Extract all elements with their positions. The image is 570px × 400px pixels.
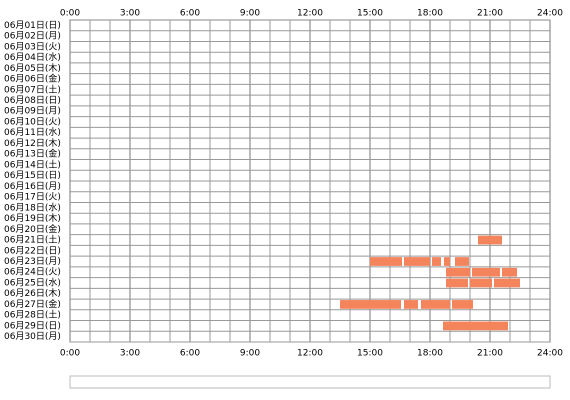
- row-label: 06月05日(木): [4, 62, 61, 74]
- row-label: 06月14日(土): [4, 158, 61, 170]
- x-tick-label-top: 0:00: [60, 9, 80, 19]
- x-tick-label-bottom: 9:00: [240, 349, 260, 359]
- activity-span: [470, 278, 492, 288]
- x-tick-label-top: 15:00: [357, 9, 383, 19]
- x-tick-label-top: 21:00: [477, 9, 503, 19]
- row-label: 06月26日(木): [4, 287, 61, 299]
- row-label: 06月08日(日): [4, 95, 61, 106]
- row-label: 06月07日(土): [4, 83, 61, 95]
- activity-span: [404, 257, 430, 266]
- row-label: 06月19日(木): [4, 212, 61, 224]
- row-label: 06月21日(土): [4, 234, 61, 246]
- row-label: 06月24日(火): [4, 267, 61, 278]
- activity-span: [443, 321, 508, 331]
- row-label: 06月03日(火): [4, 41, 61, 52]
- activity-span: [494, 278, 520, 288]
- row-label: 06月29日(日): [4, 320, 61, 331]
- summary-strip: [69, 375, 551, 389]
- row-label: 06月10日(火): [4, 116, 61, 127]
- activity-span: [444, 257, 450, 266]
- x-tick-label-top: 24:00: [537, 9, 563, 19]
- row-label: 06月20日(金): [4, 223, 61, 235]
- row-label: 06月01日(日): [4, 20, 61, 31]
- row-label: 06月27日(金): [4, 298, 61, 310]
- x-tick-label-bottom: 18:00: [417, 349, 443, 359]
- activity-span: [502, 267, 517, 277]
- x-tick-label-top: 3:00: [120, 9, 140, 19]
- row-label: 06月30日(月): [4, 331, 61, 342]
- activity-span: [340, 300, 401, 309]
- x-tick-label-bottom: 12:00: [297, 349, 323, 359]
- row-label: 06月12日(木): [4, 137, 61, 149]
- row-label: 06月28日(土): [4, 309, 61, 321]
- row-label: 06月11日(水): [4, 126, 61, 138]
- x-tick-label-bottom: 6:00: [180, 349, 200, 359]
- activity-span: [478, 235, 502, 245]
- row-label: 06月18日(水): [4, 201, 61, 213]
- row-label: 06月02日(月): [4, 31, 61, 42]
- x-tick-label-bottom: 24:00: [537, 349, 563, 359]
- activity-span: [404, 300, 418, 309]
- row-label: 06月22日(日): [4, 245, 61, 256]
- x-tick-label-top: 12:00: [297, 9, 323, 19]
- x-tick-label-bottom: 21:00: [477, 349, 503, 359]
- row-label: 06月17日(火): [4, 192, 61, 203]
- activity-span: [432, 257, 441, 266]
- activity-span: [421, 300, 450, 309]
- row-label: 06月15日(日): [4, 170, 61, 181]
- row-label: 06月25日(水): [4, 276, 61, 288]
- x-tick-label-bottom: 3:00: [120, 349, 140, 359]
- activity-span: [446, 267, 470, 277]
- activity-span: [452, 300, 473, 309]
- x-tick-label-top: 9:00: [240, 9, 260, 19]
- row-label: 06月23日(月): [4, 256, 61, 267]
- activity-span: [370, 257, 402, 266]
- x-tick-label-top: 18:00: [417, 9, 443, 19]
- activity-span: [446, 278, 468, 288]
- activity-span: [472, 267, 500, 277]
- row-label: 06月13日(金): [4, 148, 61, 160]
- row-label: 06月09日(月): [4, 106, 61, 117]
- activity-span: [455, 257, 469, 266]
- x-tick-label-top: 6:00: [180, 9, 200, 19]
- row-label: 06月06日(金): [4, 73, 61, 85]
- row-label: 06月16日(月): [4, 181, 61, 192]
- x-tick-label-bottom: 15:00: [357, 349, 383, 359]
- x-tick-label-bottom: 0:00: [60, 349, 80, 359]
- row-label: 06月04日(水): [4, 51, 61, 63]
